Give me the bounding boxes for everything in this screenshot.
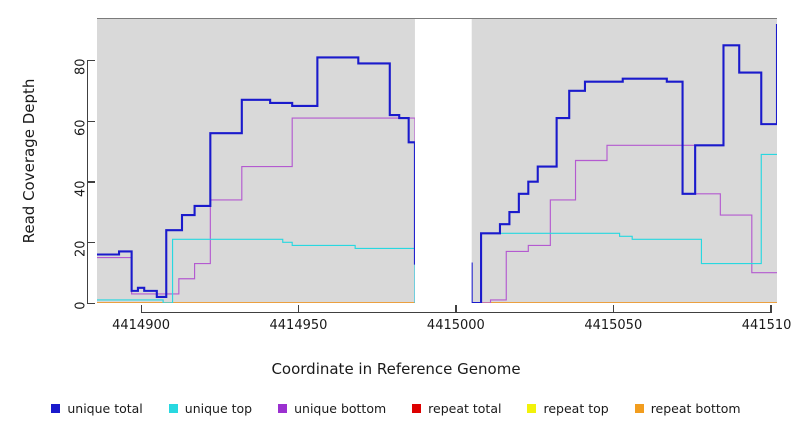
x-tick-label-4415000: 4415000: [426, 318, 485, 333]
x-tick-label-4414900: 4414900: [112, 318, 171, 333]
y-tick-0: [87, 302, 95, 304]
plot-canvas: [97, 18, 777, 303]
x-tick-4414950: [297, 305, 300, 313]
legend-label: repeat total: [428, 400, 502, 416]
y-tick-label-80: 80: [73, 58, 89, 76]
x-tick-4415100: [770, 305, 772, 313]
legend-item-unique-bottom[interactable]: unique bottom: [278, 401, 386, 416]
legend-label: repeat bottom: [650, 400, 741, 416]
legend-item-unique-top[interactable]: unique top: [168, 400, 253, 416]
x-tick-label-4415100: 4415100: [741, 318, 792, 333]
x-tick-label-4415050: 4415050: [584, 318, 643, 333]
x-tick-4415050: [612, 305, 615, 313]
y-tick-label-0: 0: [73, 301, 89, 310]
legend-swatch-icon: [278, 403, 288, 413]
y-tick-label-60: 60: [73, 119, 89, 137]
y-tick-80: [87, 59, 95, 62]
legend-swatch-icon: [168, 403, 178, 413]
legend-swatch-icon: [634, 403, 644, 413]
legend-item-repeat-bottom[interactable]: repeat bottom: [634, 400, 741, 416]
legend-item-repeat-total[interactable]: repeat total: [412, 401, 501, 416]
y-tick-40: [87, 181, 95, 183]
legend-label: repeat top: [543, 400, 609, 416]
chart-legend: unique total unique top unique bottom repea…: [0, 398, 792, 418]
y-tick-label-40: 40: [73, 180, 89, 197]
legend-swatch-icon: [412, 403, 422, 413]
series-unique-total: [97, 24, 777, 303]
legend-label: unique bottom: [294, 400, 387, 416]
x-tick-4414900: [140, 305, 142, 313]
legend-swatch-icon: [51, 403, 61, 413]
series-unique-bottom: [97, 117, 777, 303]
legend-swatch-icon: [527, 403, 537, 413]
y-tick-20: [87, 241, 95, 244]
legend-label: unique total: [67, 400, 143, 416]
y-tick-label-20: 20: [73, 240, 89, 258]
x-tick-4415000: [455, 305, 457, 313]
plot-area: [97, 18, 777, 303]
y-tick-60: [87, 120, 95, 122]
legend-item-repeat-top[interactable]: repeat top: [527, 400, 609, 416]
series-unique-top: [97, 153, 777, 303]
x-axis-title: Coordinate in Reference Genome: [271, 360, 521, 378]
x-tick-label-4414950: 4414950: [269, 318, 328, 333]
legend-item-unique-total[interactable]: unique total: [51, 400, 143, 416]
legend-label: unique top: [184, 400, 253, 416]
y-axis-title: Read Coverage Depth: [20, 78, 38, 244]
